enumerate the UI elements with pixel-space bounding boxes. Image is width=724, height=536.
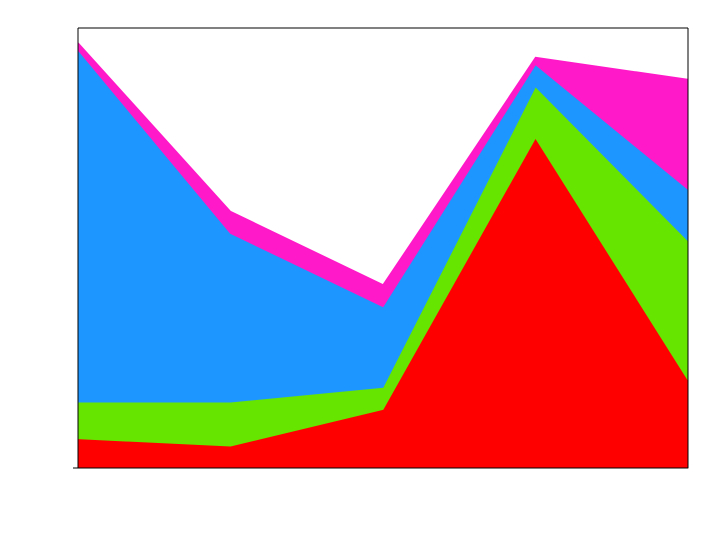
area-chart bbox=[0, 0, 724, 536]
chart-svg bbox=[0, 0, 724, 536]
